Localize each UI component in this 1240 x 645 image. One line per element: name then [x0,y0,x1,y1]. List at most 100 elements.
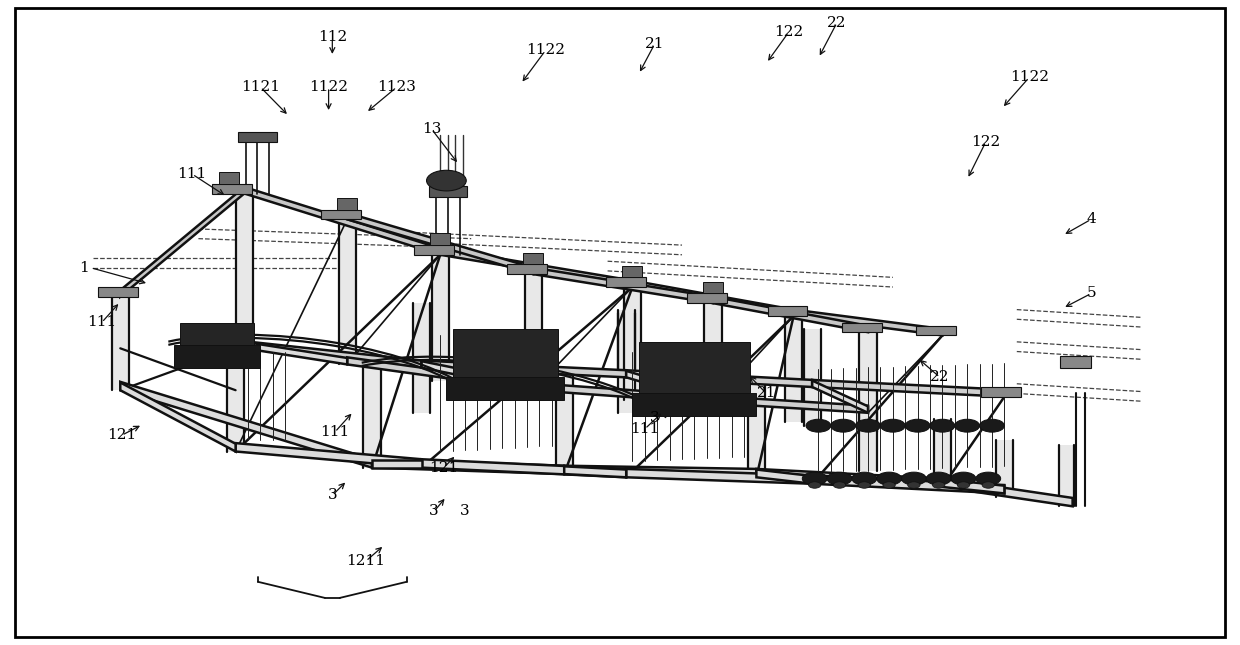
Circle shape [957,482,970,488]
Polygon shape [748,384,765,477]
Polygon shape [687,293,727,303]
Circle shape [951,472,976,485]
Text: 122: 122 [774,25,804,39]
Polygon shape [812,380,1004,397]
Polygon shape [632,393,756,416]
Polygon shape [794,310,942,335]
Bar [430,233,450,245]
Polygon shape [453,329,558,377]
Polygon shape [859,400,877,471]
Text: 3: 3 [650,411,660,425]
Polygon shape [174,345,260,368]
Text: 21: 21 [645,37,665,51]
Circle shape [833,482,846,488]
Text: 1122: 1122 [1009,70,1049,84]
Polygon shape [414,245,454,255]
Polygon shape [606,277,646,287]
Text: 3: 3 [460,504,470,519]
Circle shape [982,482,994,488]
Circle shape [930,419,955,432]
Circle shape [980,419,1004,432]
Polygon shape [618,310,635,413]
Text: 22: 22 [827,15,847,30]
Text: 3: 3 [429,504,439,519]
Polygon shape [244,342,347,364]
Text: 13: 13 [422,122,441,136]
Polygon shape [244,341,422,368]
Text: 111: 111 [177,167,207,181]
Polygon shape [347,357,533,390]
Polygon shape [1059,445,1074,506]
Polygon shape [372,459,564,474]
Polygon shape [639,342,750,393]
Circle shape [856,419,880,432]
Polygon shape [422,361,533,390]
Polygon shape [564,466,756,477]
Circle shape [831,419,856,432]
Text: 121: 121 [107,428,136,442]
Polygon shape [112,297,129,390]
Circle shape [932,482,945,488]
Polygon shape [564,466,626,477]
Text: 112: 112 [317,30,347,45]
Circle shape [852,472,877,485]
Polygon shape [120,382,372,468]
Polygon shape [785,316,802,422]
Text: 22: 22 [930,370,950,384]
Text: 1123: 1123 [377,80,417,94]
Circle shape [806,419,831,432]
Bar [703,282,723,293]
Polygon shape [996,440,1013,497]
Circle shape [901,472,926,485]
Polygon shape [180,322,254,345]
Circle shape [802,472,827,485]
Polygon shape [120,187,244,297]
Polygon shape [372,460,422,468]
Circle shape [858,482,870,488]
Text: 1122: 1122 [526,43,565,57]
Polygon shape [238,132,277,142]
Text: 111: 111 [87,315,117,330]
Polygon shape [244,187,440,255]
Polygon shape [812,475,1004,493]
Polygon shape [446,377,564,400]
Bar [337,198,357,210]
Text: 121: 121 [429,461,459,475]
Polygon shape [347,213,533,274]
Circle shape [883,482,895,488]
Text: 1211: 1211 [346,554,386,568]
Circle shape [955,419,980,432]
Circle shape [877,472,901,485]
Polygon shape [859,332,877,432]
Polygon shape [626,469,812,484]
Polygon shape [120,382,236,451]
Polygon shape [429,186,467,197]
Polygon shape [432,255,449,381]
Circle shape [880,419,905,432]
Polygon shape [98,287,138,297]
Polygon shape [756,469,942,487]
Text: 5: 5 [1086,286,1096,301]
Polygon shape [533,268,713,303]
Text: 21: 21 [756,386,776,401]
Polygon shape [916,326,956,335]
Text: 1: 1 [79,261,89,275]
Polygon shape [704,303,722,413]
Circle shape [808,482,821,488]
Text: 111: 111 [630,422,660,436]
Polygon shape [934,419,951,487]
Polygon shape [756,470,812,484]
Polygon shape [942,479,1004,493]
Polygon shape [422,361,626,377]
Circle shape [427,170,466,191]
Text: 4: 4 [1086,212,1096,226]
Circle shape [908,482,920,488]
Polygon shape [812,381,868,413]
Polygon shape [624,287,641,400]
Polygon shape [321,210,361,219]
Polygon shape [227,348,244,451]
Bar [1060,356,1091,368]
Polygon shape [556,374,573,474]
Polygon shape [768,306,807,316]
Polygon shape [507,264,547,274]
